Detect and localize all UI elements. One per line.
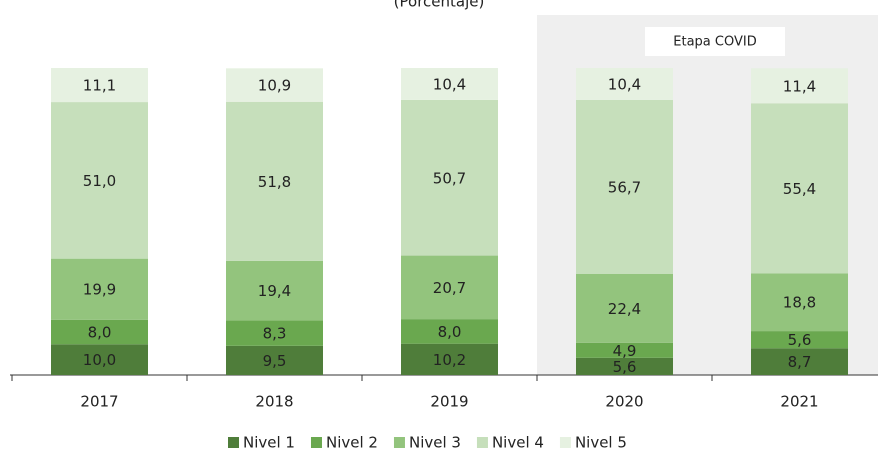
legend-swatch xyxy=(559,437,571,448)
bar-segment xyxy=(576,342,673,358)
x-tick-label: 2021 xyxy=(780,393,818,411)
bar-segment xyxy=(576,99,673,274)
value-label: 56,7 xyxy=(608,178,641,196)
bar-segment xyxy=(576,273,673,343)
legend-swatch xyxy=(228,437,239,448)
value-label: 11,4 xyxy=(783,77,816,95)
x-tick-label: 2017 xyxy=(80,393,118,411)
value-label: 19,9 xyxy=(83,281,116,299)
bar-segment xyxy=(751,273,848,332)
bar-segment xyxy=(51,258,148,320)
value-label: 8,0 xyxy=(88,324,112,342)
bar-segment xyxy=(576,68,673,100)
bar-segment xyxy=(51,319,148,345)
value-label: 9,5 xyxy=(263,352,287,370)
x-tick-label: 2019 xyxy=(430,393,468,411)
value-label: 8,3 xyxy=(263,325,287,343)
legend-swatch xyxy=(393,437,405,448)
value-label: 19,4 xyxy=(258,282,291,300)
bar-segment xyxy=(401,319,498,344)
value-label: 5,6 xyxy=(613,358,637,376)
value-label: 20,7 xyxy=(433,279,466,297)
bar-segment xyxy=(576,357,673,375)
bar-segment xyxy=(226,345,323,375)
x-tick-label: 2018 xyxy=(255,393,293,411)
legend-swatch xyxy=(476,437,488,448)
value-label: 10,2 xyxy=(433,351,466,369)
bar-segment xyxy=(751,331,848,349)
bar-segment xyxy=(226,260,323,321)
value-label: 10,9 xyxy=(258,77,291,95)
bar-segment xyxy=(401,68,498,100)
annotation: Etapa COVID xyxy=(673,35,756,50)
bar-segment xyxy=(751,103,848,274)
bar-segment xyxy=(226,68,323,102)
value-label: 5,6 xyxy=(788,331,812,349)
legend-label: Nivel 3 xyxy=(409,434,461,452)
bar-segment xyxy=(51,344,148,375)
bar-segment xyxy=(751,348,848,375)
bar-segment xyxy=(226,101,323,261)
bar-segment xyxy=(401,343,498,375)
value-label: 51,8 xyxy=(258,173,291,191)
legend-label: Nivel 2 xyxy=(326,434,378,452)
bar-segment xyxy=(751,68,848,104)
value-label: 10,4 xyxy=(433,75,466,93)
value-label: 8,0 xyxy=(438,323,462,341)
value-label: 22,4 xyxy=(608,300,641,318)
chart-subtitle: (Porcentaje) xyxy=(394,0,485,11)
bar-segment xyxy=(401,255,498,320)
annotation-box xyxy=(645,27,785,56)
x-tick-label: 2020 xyxy=(605,393,643,411)
bar-segment xyxy=(226,320,323,346)
legend-label: Nivel 1 xyxy=(243,434,295,452)
legend-swatch xyxy=(310,437,322,448)
value-label: 11,1 xyxy=(83,77,116,95)
bar-segment xyxy=(401,99,498,256)
bar-segment xyxy=(51,68,148,103)
value-label: 50,7 xyxy=(433,169,466,187)
value-label: 10,4 xyxy=(608,75,641,93)
legend-label: Nivel 5 xyxy=(575,434,627,452)
value-label: 51,0 xyxy=(83,172,116,190)
bar-segment xyxy=(51,102,148,259)
value-label: 18,8 xyxy=(783,294,816,312)
legend-label: Nivel 4 xyxy=(492,434,544,452)
value-label: 10,0 xyxy=(83,351,116,369)
value-label: 4,9 xyxy=(613,342,637,360)
value-label: 55,4 xyxy=(783,180,816,198)
value-label: 8,7 xyxy=(788,353,812,371)
